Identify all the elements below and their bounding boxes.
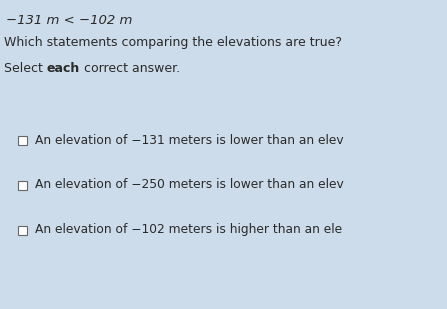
- Text: An elevation of −131 meters is lower than an elev: An elevation of −131 meters is lower tha…: [35, 133, 344, 146]
- Bar: [18, 226, 27, 235]
- Text: −131 m < −102 m: −131 m < −102 m: [6, 14, 132, 27]
- Text: each: each: [47, 62, 80, 75]
- Text: correct answer.: correct answer.: [80, 62, 180, 75]
- Bar: [18, 136, 27, 145]
- Text: Select: Select: [4, 62, 47, 75]
- Text: An elevation of −250 meters is lower than an elev: An elevation of −250 meters is lower tha…: [35, 179, 344, 192]
- Bar: [18, 180, 27, 189]
- Text: Which statements comparing the elevations are true?: Which statements comparing the elevation…: [4, 36, 342, 49]
- Text: An elevation of −102 meters is higher than an ele: An elevation of −102 meters is higher th…: [35, 223, 342, 236]
